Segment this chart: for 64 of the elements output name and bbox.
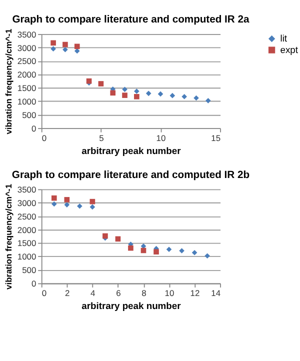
point — [158, 91, 164, 97]
point — [98, 81, 104, 86]
y-tick-label: 2000 — [17, 224, 36, 235]
legend-label: lit — [280, 32, 288, 44]
y-tick-label: 3000 — [17, 198, 36, 208]
point — [50, 40, 56, 46]
point — [64, 197, 70, 202]
y-tick-label: 0 — [32, 123, 37, 134]
y-tick-label: 500 — [22, 110, 36, 120]
point — [205, 98, 211, 104]
x-tick-label: 2 — [65, 288, 70, 298]
point — [64, 202, 70, 208]
y-axis-title: vibration frequency/cm^-1 — [4, 28, 14, 134]
x-axis-title: arbitrary peak number — [82, 300, 182, 312]
point — [90, 204, 96, 210]
point — [122, 86, 128, 92]
y-tick-label: 1000 — [17, 252, 36, 262]
point — [62, 42, 68, 48]
point — [204, 253, 210, 259]
point — [146, 90, 152, 96]
point — [77, 203, 82, 209]
point — [51, 195, 57, 201]
point — [62, 46, 68, 52]
point — [128, 245, 134, 251]
x-tick-label: 15 — [211, 132, 221, 143]
point — [134, 88, 140, 94]
point — [182, 94, 187, 100]
x-tick-label: 8 — [142, 288, 147, 298]
point — [50, 46, 56, 52]
y-tick-label: 3500 — [17, 184, 36, 195]
x-tick-label: 4 — [90, 288, 96, 298]
point — [74, 44, 80, 50]
y-axis-title: vibration frequency/cm^-1 — [4, 184, 14, 290]
point — [134, 94, 140, 100]
x-tick-label: 12 — [190, 288, 200, 298]
point — [51, 201, 57, 207]
x-tick-label: 6 — [116, 288, 122, 298]
x-tick-label: 0 — [42, 132, 47, 143]
chart-title: Graph to compare literature and computed IR 2a — [12, 14, 250, 26]
y-tick-label: 3500 — [17, 29, 36, 40]
y-tick-label: 1500 — [17, 238, 36, 248]
point — [170, 92, 176, 98]
y-tick-label: 2500 — [17, 211, 36, 222]
legend-label: expt — [280, 44, 298, 55]
y-tick-label: 1500 — [17, 83, 36, 94]
x-tick-label: 14 — [211, 288, 221, 298]
point — [166, 246, 172, 252]
x-tick-label: 0 — [42, 288, 47, 298]
y-tick-label: 3000 — [17, 42, 36, 53]
point — [154, 249, 159, 254]
x-axis-title: arbitrary peak number — [82, 144, 182, 156]
y-tick-label: 0 — [32, 278, 37, 289]
x-tick-label: 5 — [99, 132, 104, 143]
y-tick-label: 500 — [22, 265, 36, 276]
y-tick-label: 2000 — [17, 70, 36, 80]
point — [110, 90, 116, 96]
point — [122, 92, 128, 98]
chart-title: Graph to compare literature and computed IR 2b — [12, 170, 250, 181]
point — [192, 250, 198, 256]
y-tick-label: 2500 — [17, 56, 36, 66]
point — [179, 248, 184, 254]
y-tick-label: 1000 — [17, 96, 36, 107]
x-tick-label: 10 — [164, 288, 174, 298]
x-tick-label: 10 — [156, 132, 166, 143]
